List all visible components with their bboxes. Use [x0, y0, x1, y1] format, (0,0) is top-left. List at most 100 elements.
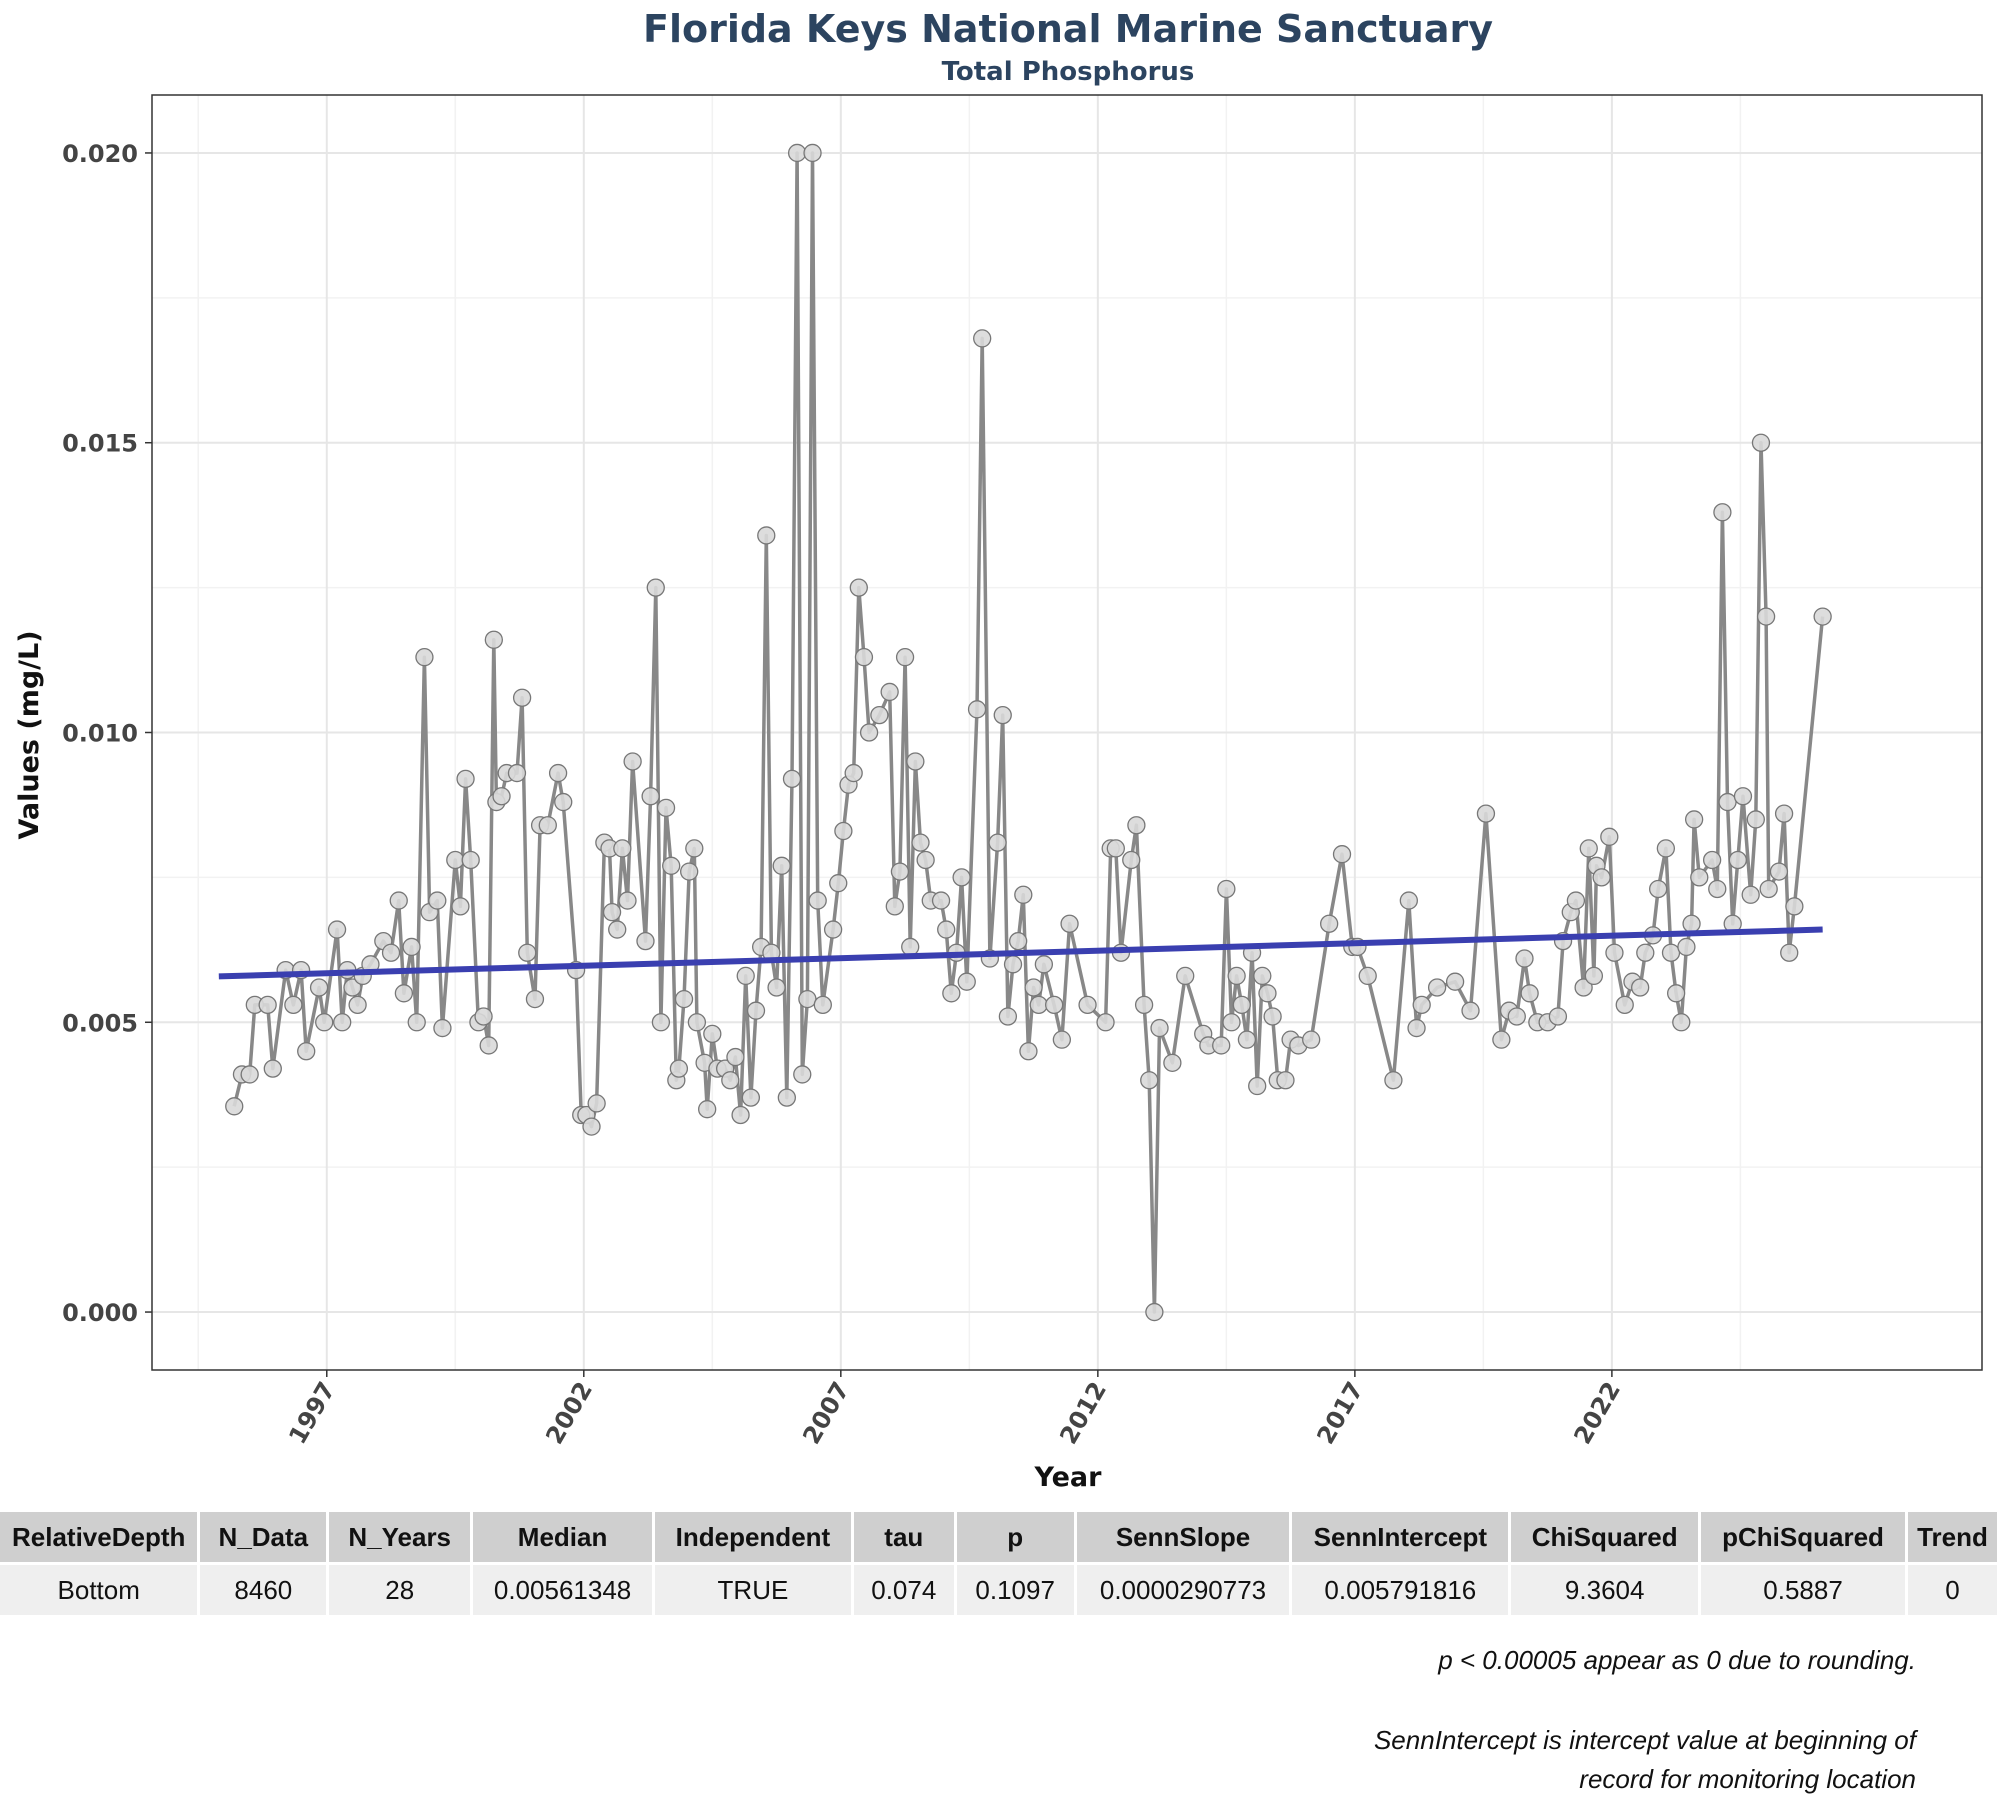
data-point [942, 984, 961, 1003]
data-point [1320, 914, 1339, 933]
data-point [492, 787, 511, 806]
data-point [582, 1117, 601, 1136]
x-axis-title: Year [1034, 1462, 1103, 1493]
data-point [1666, 984, 1686, 1003]
data-point [952, 868, 971, 887]
rounding-note: p < 0.00005 appear as 0 due to rounding. [1438, 1645, 1916, 1675]
data-point [1746, 810, 1765, 829]
table-cell: 0.5887 [1699, 1562, 1908, 1615]
data-point [731, 1105, 750, 1125]
data-point [937, 920, 956, 939]
data-point [1024, 978, 1043, 997]
data-point [1127, 816, 1146, 835]
table-cell: Bottom [0, 1562, 201, 1615]
grid [152, 95, 1982, 1370]
data-point [1708, 879, 1727, 899]
data-point [1605, 943, 1624, 962]
trend-line-group [218, 926, 1823, 980]
table-header-cell: N_Years [327, 1512, 474, 1564]
y-axis: 0.000 0.005 0.010 0.015 0.020 [62, 140, 152, 1327]
x-axis: 1997 2002 2007 2012 2017 2022 [283, 1370, 1626, 1449]
data-point [1592, 868, 1611, 887]
data-point [793, 1065, 812, 1084]
data-point [1548, 1007, 1568, 1026]
intercept-note: SennIntercept is intercept value at begi… [1374, 1721, 1916, 1799]
data-point [911, 833, 930, 852]
data-point [1140, 1071, 1159, 1090]
data-point [901, 937, 920, 957]
data-point [1217, 879, 1236, 899]
data-point [1332, 845, 1352, 864]
table-cell: 9.3604 [1509, 1562, 1702, 1615]
data-point [1461, 1001, 1480, 1020]
x-tick-label: 2012 [1054, 1377, 1112, 1449]
data-point [1600, 827, 1619, 846]
data-point [1445, 972, 1465, 991]
y-axis-title: Values (mg/L) [14, 630, 45, 839]
data-point [777, 1088, 796, 1107]
data-point [1584, 966, 1604, 986]
data-point [834, 821, 853, 841]
data-point [1713, 503, 1732, 522]
data-point [1145, 1302, 1164, 1322]
table-cell: 8460 [198, 1562, 330, 1615]
data-point [618, 891, 637, 910]
y-tick-label: 0.015 [62, 430, 138, 458]
table-cell: 0.005791816 [1290, 1562, 1512, 1615]
data-point [849, 578, 868, 597]
data-point [1733, 787, 1753, 806]
data-point [1232, 995, 1251, 1015]
data-point [381, 943, 401, 962]
data-point [957, 972, 976, 991]
data-point [967, 700, 987, 719]
data-point [402, 937, 421, 957]
table-header-cell: ChiSquared [1509, 1512, 1702, 1564]
data-point [1163, 1053, 1182, 1072]
data-point [988, 833, 1007, 852]
data-point [1574, 978, 1593, 997]
data-point [407, 1013, 426, 1032]
table-header-cell: Median [471, 1512, 655, 1564]
data-point [674, 989, 694, 1009]
data-point [456, 769, 475, 789]
data-point [651, 1013, 671, 1032]
table-cell: 0 [1906, 1562, 2000, 1615]
data-point [507, 763, 527, 783]
x-tick-label: 1997 [283, 1377, 341, 1449]
data-point [1399, 891, 1418, 910]
data-point [1785, 897, 1804, 916]
data-point [1122, 850, 1141, 870]
data-point [808, 891, 827, 910]
data-point [1741, 885, 1760, 904]
data-point [1003, 955, 1023, 974]
intercept-note-line-2: record for monitoring location [1579, 1764, 1916, 1794]
data-point [1096, 1013, 1115, 1032]
data-point [1649, 879, 1668, 899]
data-point [1106, 839, 1125, 858]
data-point [736, 966, 755, 986]
data-point [823, 920, 843, 939]
table-cell: 0.074 [852, 1562, 957, 1615]
data-point [1212, 1036, 1231, 1055]
data-point [829, 874, 848, 893]
data-point [1751, 433, 1771, 452]
data-point [931, 891, 951, 910]
data-point [1052, 1030, 1072, 1049]
table-cell: TRUE [653, 1562, 854, 1615]
trend-line [218, 926, 1823, 980]
data-point [636, 931, 655, 951]
data-point [479, 1036, 498, 1055]
data-point [389, 891, 408, 910]
table-header-cell: tau [852, 1512, 957, 1564]
data-point [1427, 978, 1447, 997]
data-point [1780, 943, 1799, 962]
data-point [461, 850, 480, 870]
data-point [309, 978, 329, 997]
data-point [333, 1013, 352, 1032]
data-point [854, 648, 874, 667]
data-point [225, 1097, 244, 1116]
data-point [1661, 943, 1681, 962]
data-point [1769, 862, 1789, 881]
data-point [1014, 885, 1033, 904]
data-point [484, 630, 503, 649]
